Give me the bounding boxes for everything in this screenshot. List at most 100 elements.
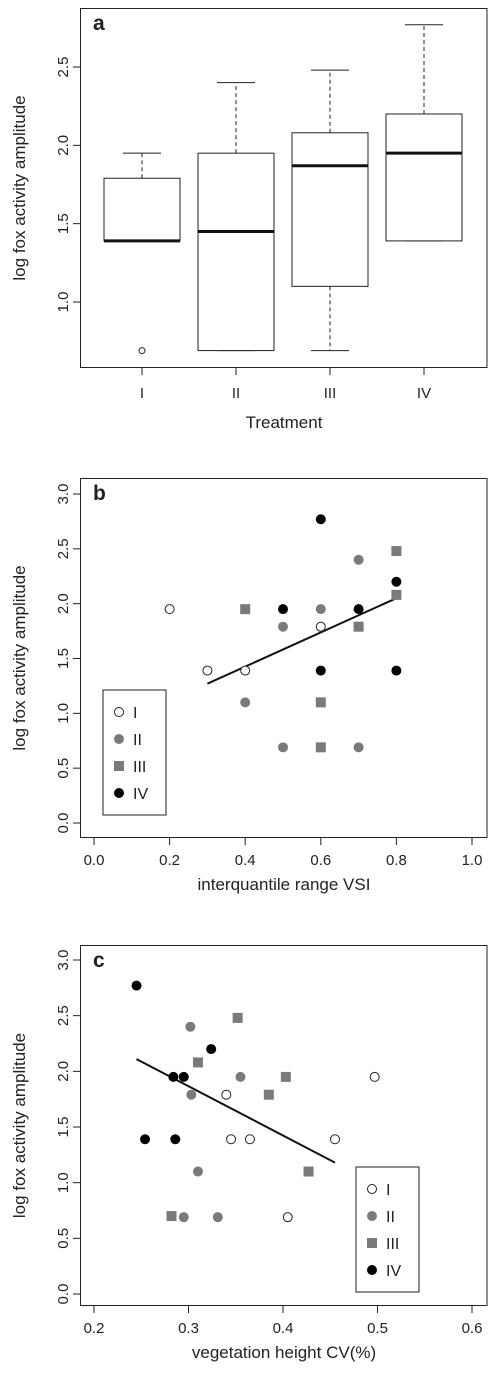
y-tick-label: 3.0: [55, 484, 72, 505]
legend-label: IV: [133, 786, 148, 803]
legend-marker-II: [367, 1211, 377, 1221]
point-I: [240, 665, 251, 676]
point-IV: [170, 1134, 181, 1145]
point-II: [178, 1212, 189, 1223]
point-IV: [278, 604, 288, 615]
point-III: [315, 742, 326, 753]
point-II: [315, 604, 326, 615]
point-I: [226, 1134, 237, 1145]
plot-frame: [80, 8, 488, 368]
box-body: [103, 177, 181, 242]
point-III: [240, 604, 251, 615]
box-I: [103, 152, 181, 355]
y-tick-label: 1.5: [55, 648, 72, 669]
y-tick-label: 2.0: [55, 135, 72, 156]
y-tick-label: 1.0: [55, 703, 72, 724]
x-tick-label: II: [232, 385, 240, 402]
point-IV: [391, 576, 402, 587]
point-II: [353, 742, 364, 753]
series-II: [240, 554, 364, 753]
y-tick-label: 2.5: [55, 1005, 72, 1026]
point-IV: [391, 665, 402, 676]
point-II: [278, 742, 288, 753]
point-III: [280, 1071, 291, 1082]
panel-c: c 0.0 0.5 1.0 1.5 2.0 2.5 3.0 log fox activity a…: [10, 945, 488, 1362]
y-axis-title: log fox activity amplitude: [10, 565, 29, 750]
y-tick-label: 1.5: [55, 1117, 72, 1138]
y-tick-label: 1.5: [55, 213, 72, 234]
point-I: [164, 604, 175, 615]
regression-line: [206, 597, 397, 685]
point-III: [303, 1166, 314, 1177]
point-IV: [131, 980, 142, 991]
y-axis-title: log fox activity amplitude: [10, 95, 29, 280]
point-II: [235, 1071, 246, 1082]
point-IV: [315, 665, 326, 676]
plot-frame: [80, 945, 488, 1306]
x-tick-label: 0.4: [235, 852, 256, 869]
y-tick-label: 0.5: [55, 1228, 72, 1249]
x-tick-label: 0.2: [159, 852, 180, 869]
point-I: [315, 621, 326, 632]
point-III: [391, 546, 402, 557]
point-II: [353, 554, 364, 565]
box-III: [291, 69, 369, 352]
legend-marker-III: [114, 761, 124, 771]
x-tick-label: IV: [417, 385, 431, 402]
legend-marker-I: [114, 707, 124, 717]
series-I: [164, 604, 326, 676]
outlier-point: [138, 347, 146, 355]
panel-label: a: [93, 12, 105, 35]
y-tick-label: 3.0: [55, 950, 72, 971]
legend-marker-IV: [367, 1265, 377, 1275]
panel-label: b: [93, 482, 106, 505]
point-I: [369, 1071, 380, 1082]
x-tick-label: 0.2: [84, 1320, 105, 1337]
legend-marker-III: [367, 1238, 377, 1248]
legend-box: [102, 689, 167, 816]
point-III: [391, 589, 402, 600]
point-IV: [168, 1071, 179, 1082]
point-II: [240, 697, 251, 708]
point-III: [315, 697, 326, 708]
plot-frame: [80, 478, 488, 838]
point-III: [263, 1089, 274, 1100]
y-tick-label: 2.5: [55, 57, 72, 78]
x-tick-label: I: [140, 385, 144, 402]
box-body: [291, 132, 369, 287]
legend-marker-IV: [114, 788, 124, 798]
legend-box: [355, 1166, 420, 1293]
point-II: [192, 1166, 203, 1177]
x-tick-label: 0.3: [178, 1320, 199, 1337]
legend-label: II: [386, 1209, 395, 1226]
y-tick-label: 2.5: [55, 538, 72, 559]
x-tick-label: 1.0: [462, 852, 483, 869]
panel-label: c: [93, 949, 105, 972]
point-I: [221, 1089, 232, 1100]
point-IV: [206, 1044, 217, 1055]
panel-b: b 0.0 0.5 1.0 1.5 2.0 2.5 3.0 log fox activity a…: [10, 478, 488, 894]
point-III: [166, 1211, 177, 1222]
x-tick-label: III: [324, 385, 337, 402]
y-tick-label: 1.0: [55, 1172, 72, 1193]
regression-line: [136, 1058, 336, 1164]
box-IV: [385, 24, 463, 242]
point-II: [278, 621, 288, 632]
x-tick-label: 0.8: [386, 852, 407, 869]
x-axis-title: interquantile range VSI: [198, 875, 371, 894]
point-III: [353, 621, 364, 632]
box-body: [197, 152, 275, 352]
x-tick-label: 0.6: [462, 1320, 483, 1337]
point-II: [212, 1212, 223, 1223]
point-IV: [315, 514, 326, 525]
y-tick-label: 2.0: [55, 1061, 72, 1082]
y-tick-label: 1.0: [55, 292, 72, 313]
box-body: [385, 113, 463, 242]
y-tick-label: 0.5: [55, 758, 72, 779]
series-I: [221, 1071, 380, 1223]
x-axis-title: Treatment: [246, 413, 323, 432]
box-II: [197, 82, 275, 352]
point-II: [185, 1021, 196, 1032]
